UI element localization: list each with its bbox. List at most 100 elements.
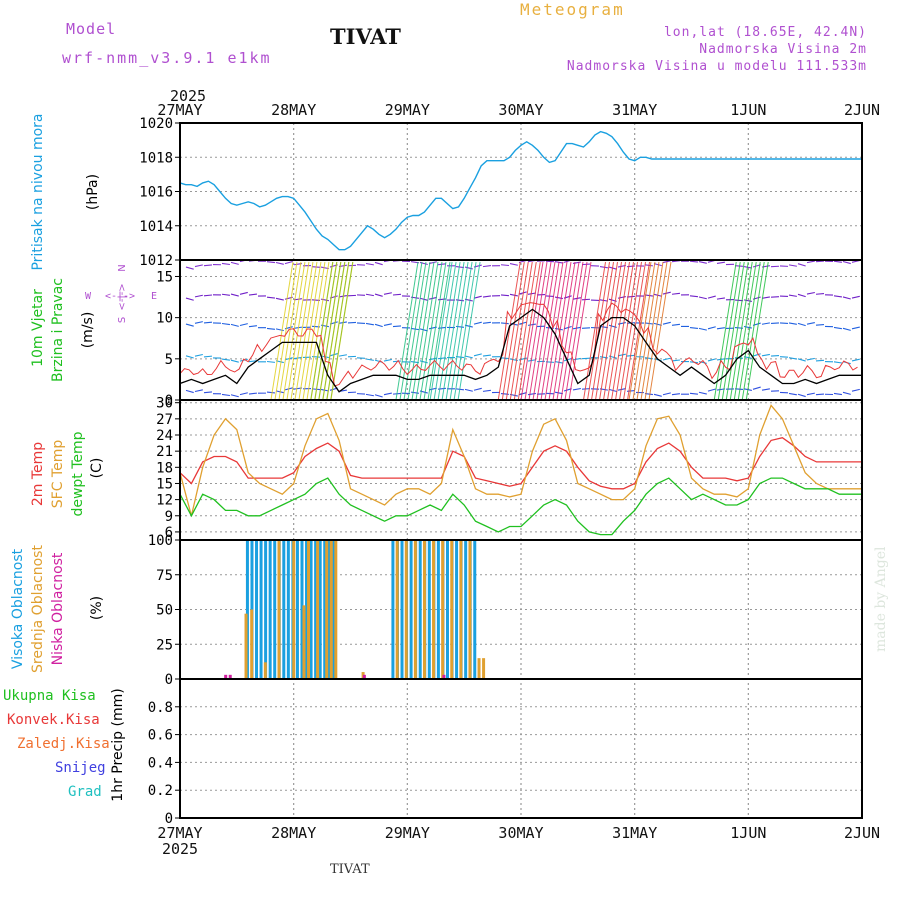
wind-barb — [607, 261, 631, 400]
wind-arrow — [689, 295, 699, 298]
date-label-bottom: 27MAY — [157, 824, 202, 842]
wind-arrow — [266, 360, 276, 363]
precip-legend-2: Zaledj.Kisa — [17, 736, 110, 752]
wind-arrow — [617, 387, 626, 391]
high-cloud-bar — [309, 540, 313, 679]
wind-arrow — [365, 358, 374, 361]
wind-barb — [725, 261, 749, 400]
wind-arrow — [806, 357, 815, 361]
date-label-top: 31MAY — [612, 101, 657, 119]
wind-arrow — [185, 266, 194, 270]
coordinates-label: lon,lat (18.65E, 42.4N) — [663, 25, 867, 40]
wind-barb — [407, 261, 431, 400]
wind-arrow — [374, 261, 383, 266]
wind-barb — [433, 261, 457, 400]
wind-arrow — [266, 261, 276, 264]
wind-arrow — [617, 296, 626, 299]
wind-arrow — [626, 389, 636, 392]
y-tick-label: 0 — [165, 672, 173, 688]
wind-arrow — [581, 327, 591, 329]
wind-arrow — [482, 265, 492, 268]
y-tick-label: 0.8 — [148, 700, 173, 716]
mid-cloud-bar — [244, 613, 248, 679]
model-label: Model — [66, 20, 117, 38]
wind-barb — [445, 261, 469, 400]
high-cloud-bar — [427, 540, 431, 679]
mid-cloud-bar — [329, 540, 333, 679]
wind-arrow — [230, 293, 239, 297]
wind-arrow — [644, 294, 654, 297]
low-cloud-bar — [362, 674, 366, 679]
wind-arrow — [221, 322, 231, 326]
wind-vectors — [185, 260, 862, 400]
product-title: Meteogram — [520, 0, 625, 19]
wind-barb — [636, 261, 660, 400]
high-cloud-bar — [455, 540, 459, 679]
wind-barb — [290, 261, 314, 400]
wind-arrow — [806, 291, 815, 295]
precip-legend-0: Ukupna Kisa — [3, 688, 96, 704]
wind-arrow — [194, 353, 203, 357]
wind-axis-title: 10m Vjetar — [30, 289, 46, 367]
wind-arrow — [194, 294, 203, 298]
wind-arrow — [788, 392, 797, 396]
wind-barb — [615, 261, 639, 400]
wind-arrow — [572, 261, 581, 265]
high-cloud-bar — [305, 540, 309, 679]
wind-arrow — [581, 388, 591, 390]
wind-arrow — [527, 392, 536, 396]
wind-barb — [310, 261, 334, 400]
wind-barb — [302, 261, 326, 400]
y-tick-label: 0.6 — [148, 728, 173, 744]
wind-barb — [640, 261, 664, 400]
wind-arrow — [266, 296, 276, 299]
footer-station: TIVAT — [330, 862, 370, 877]
date-label-top: 29MAY — [385, 101, 430, 119]
wind-arrow — [689, 326, 699, 329]
wind-barb — [427, 261, 451, 400]
high-cloud-bar — [473, 540, 477, 679]
mid-cloud-bar — [307, 540, 311, 679]
wind-barb — [619, 261, 643, 400]
wind-barb — [564, 261, 588, 400]
wind-arrow — [833, 295, 842, 298]
date-label-bottom: 2JUN — [844, 824, 880, 842]
wind-barb — [449, 261, 473, 400]
y-tick-label: 1018 — [139, 150, 173, 166]
date-label-bottom: 29MAY — [385, 824, 430, 842]
wind-arrow — [563, 325, 572, 330]
wind-barb — [429, 261, 453, 400]
wind-arrow — [473, 321, 482, 325]
temp-axis-unit: (C) — [89, 458, 105, 479]
y-tick-label: 0 — [165, 393, 173, 409]
wind-arrow — [662, 392, 671, 396]
wind-arrow — [185, 323, 194, 327]
wind-barb — [509, 261, 533, 400]
wind-barb — [513, 261, 537, 400]
wind-arrow — [545, 260, 555, 263]
date-label-top: 30MAY — [498, 101, 543, 119]
wind-barb — [415, 261, 439, 400]
wind-arrow — [365, 322, 374, 326]
wind-arrow — [707, 295, 716, 299]
wind-arrow — [221, 262, 231, 266]
wind-arrow — [833, 392, 842, 396]
wind-arrow — [392, 293, 402, 296]
date-label-top: 27MAY — [157, 101, 202, 119]
model-version: wrf-nmm_v3.9.1 e1km — [62, 49, 272, 67]
wind-arrow — [851, 295, 860, 299]
wind-arrow — [383, 292, 392, 295]
high-cloud-bar — [259, 540, 263, 679]
high-cloud-bar — [264, 540, 268, 679]
wind-arrow — [743, 265, 752, 269]
wind-barb — [403, 261, 427, 400]
wind-arrow — [482, 389, 492, 392]
wind-barb — [745, 261, 769, 400]
wind-arrow — [266, 327, 276, 330]
wind-barb — [411, 261, 435, 400]
date-label-top: 1JUN — [730, 101, 766, 119]
wind-arrow — [194, 264, 203, 268]
mid-cloud-bar — [302, 605, 306, 679]
wind-arrow — [383, 392, 392, 396]
wind-barb — [556, 261, 580, 400]
